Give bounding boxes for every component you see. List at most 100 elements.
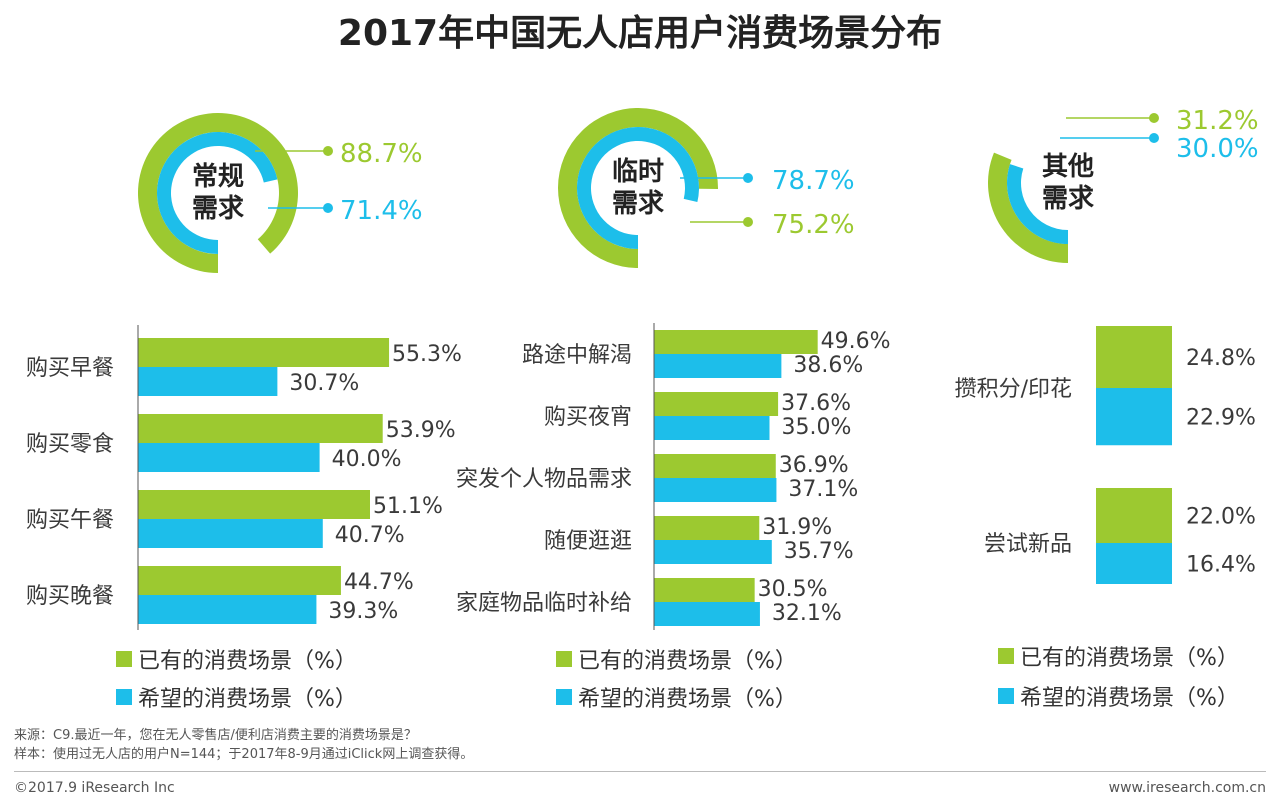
data-label-desired: 40.7%: [335, 523, 405, 548]
bar-existing: [1096, 488, 1172, 543]
legend-swatch: [556, 651, 572, 667]
bar-desired: [1096, 543, 1172, 584]
data-label-desired: 35.0%: [782, 415, 852, 440]
donut-value-label: 71.4%: [340, 196, 423, 226]
bar-desired: [654, 354, 782, 378]
legend-label: 已有的消费场景（%）: [138, 649, 357, 674]
legend-desired-1: 希望的消费场景（%）: [116, 681, 357, 713]
bar-existing: [654, 392, 779, 416]
data-label-desired: 35.7%: [784, 539, 854, 564]
chart-title: 2017年中国无人店用户消费场景分布: [337, 13, 943, 54]
legend-desired-3: 希望的消费场景（%）: [998, 680, 1239, 712]
data-label-existing: 31.9%: [762, 515, 832, 540]
donut-center-label: 常规: [192, 162, 244, 192]
donut-center-label: 临时: [612, 156, 664, 187]
legend-swatch: [998, 688, 1014, 704]
data-label-existing: 24.8%: [1186, 346, 1256, 371]
legend-existing-1: 已有的消费场景（%）: [116, 643, 357, 675]
legend-swatch: [556, 689, 572, 705]
category-label: 路途中解渴: [522, 343, 632, 368]
legend-label: 希望的消费场景（%）: [138, 687, 357, 712]
donut-center-label: 需求: [192, 194, 244, 224]
data-label-existing: 22.0%: [1186, 505, 1256, 530]
legend-label: 已有的消费场景（%）: [1020, 646, 1239, 671]
category-label: 突发个人物品需求: [456, 467, 632, 492]
bar-desired: [654, 478, 777, 502]
legend-label: 希望的消费场景（%）: [1020, 686, 1239, 711]
bar-existing: [654, 454, 776, 478]
legend-swatch: [116, 651, 132, 667]
donut-center-label: 需求: [612, 189, 664, 219]
bar-desired: [138, 595, 317, 624]
data-label-desired: 32.1%: [772, 601, 842, 626]
data-label-desired: 22.9%: [1186, 406, 1256, 431]
data-label-existing: 44.7%: [344, 570, 414, 595]
sample-note: 样本：使用过无人店的用户N=144；于2017年8-9月通过iClick网上调查…: [14, 747, 474, 762]
legend-swatch: [998, 648, 1014, 664]
data-label-existing: 53.9%: [386, 418, 456, 443]
data-label-desired: 39.3%: [328, 599, 398, 624]
bar-desired: [1096, 388, 1172, 446]
donut-value-label: 78.7%: [772, 166, 855, 196]
legend-label: 已有的消费场景（%）: [578, 649, 797, 674]
donut-ring-desired: [577, 126, 699, 249]
data-label-existing: 30.5%: [758, 577, 828, 602]
category-label: 攒积分/印花: [955, 377, 1072, 402]
category-label: 随便逛逛: [544, 529, 632, 554]
category-label: 尝试新品: [984, 532, 1072, 557]
bar-existing: [138, 490, 370, 519]
donut-center-label: 需求: [1042, 184, 1094, 214]
data-label-desired: 40.0%: [332, 447, 402, 472]
category-label: 购买夜宵: [544, 405, 632, 430]
category-label: 购买晚餐: [26, 584, 114, 609]
leader-dot: [743, 217, 753, 227]
bar-existing: [138, 566, 341, 595]
category-label: 购买零食: [26, 432, 114, 457]
bar-existing: [138, 338, 390, 367]
source-note: 来源：C9.最近一年，您在无人零售店/便利店消费主要的消费场景是？: [14, 728, 417, 743]
category-label: 购买午餐: [26, 508, 114, 533]
donut-value-label: 88.7%: [340, 139, 423, 169]
donut-center-label: 其他: [1042, 152, 1094, 182]
leader-dot: [323, 203, 333, 213]
bar-desired: [138, 443, 320, 472]
legend-desired-2: 希望的消费场景（%）: [556, 681, 797, 713]
legend-existing-3: 已有的消费场景（%）: [998, 640, 1239, 672]
bar-desired: [138, 519, 323, 548]
data-label-desired: 30.7%: [289, 371, 359, 396]
donut-value-label: 31.2%: [1176, 106, 1259, 136]
data-label-existing: 55.3%: [392, 342, 462, 367]
bar-existing: [654, 330, 818, 354]
leader-dot: [743, 173, 753, 183]
bar-desired: [654, 416, 770, 440]
category-label: 购买早餐: [26, 356, 114, 381]
data-label-desired: 37.1%: [788, 477, 858, 502]
leader-dot: [1149, 113, 1159, 123]
bar-existing: [138, 414, 383, 443]
donut-ring-desired: [1006, 164, 1068, 244]
legend-label: 希望的消费场景（%）: [578, 687, 797, 712]
donut-value-label: 30.0%: [1176, 134, 1259, 164]
data-label-existing: 37.6%: [781, 391, 851, 416]
footer-divider: [14, 771, 1266, 772]
donut-value-label: 75.2%: [772, 210, 855, 240]
data-label-existing: 49.6%: [821, 329, 891, 354]
legend-existing-2: 已有的消费场景（%）: [556, 643, 797, 675]
bar-desired: [138, 367, 278, 396]
data-label-existing: 51.1%: [373, 494, 443, 519]
copyright: ©2017.9 iResearch Inc: [14, 780, 175, 796]
legend-swatch: [116, 689, 132, 705]
data-label-desired: 16.4%: [1186, 553, 1256, 578]
data-label-existing: 36.9%: [779, 453, 849, 478]
leader-dot: [323, 146, 333, 156]
category-label: 家庭物品临时补给: [456, 591, 632, 616]
bar-existing: [654, 578, 755, 602]
bar-desired: [654, 540, 772, 564]
leader-dot: [1149, 133, 1159, 143]
donut-ring-existing: [988, 152, 1068, 263]
bar-existing: [1096, 326, 1172, 388]
data-label-desired: 38.6%: [793, 353, 863, 378]
footer-url: www.iresearch.com.cn: [1108, 780, 1266, 796]
bar-existing: [654, 516, 760, 540]
